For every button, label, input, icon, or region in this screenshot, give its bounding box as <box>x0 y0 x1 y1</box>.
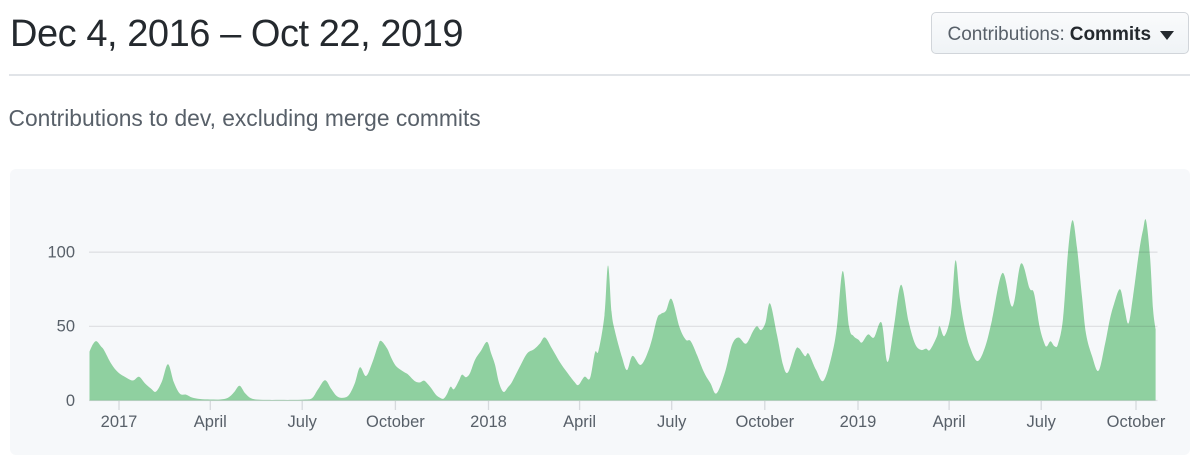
svg-text:July: July <box>657 413 687 431</box>
svg-text:July: July <box>1027 413 1057 431</box>
svg-text:2017: 2017 <box>101 413 138 431</box>
svg-text:April: April <box>194 413 227 431</box>
svg-text:100: 100 <box>47 244 75 262</box>
svg-text:0: 0 <box>66 392 75 410</box>
svg-text:October: October <box>366 413 425 431</box>
svg-text:October: October <box>735 413 794 431</box>
svg-text:2018: 2018 <box>470 413 507 431</box>
svg-text:July: July <box>288 413 318 431</box>
svg-text:50: 50 <box>57 318 75 336</box>
svg-text:April: April <box>563 413 596 431</box>
svg-text:2019: 2019 <box>840 413 877 431</box>
svg-text:April: April <box>933 413 966 431</box>
svg-text:October: October <box>1107 413 1166 431</box>
